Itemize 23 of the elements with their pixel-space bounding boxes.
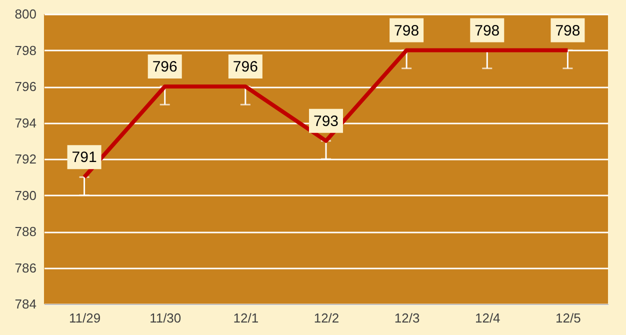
x-tick-label: 12/2 [314, 310, 340, 326]
x-tick-label: 12/1 [233, 310, 259, 326]
data-label: 798 [474, 22, 500, 40]
y-tick-label: 790 [14, 188, 36, 203]
y-tick-label: 784 [14, 296, 36, 312]
y-tick-label: 792 [14, 152, 36, 166]
y-tick-label: 786 [14, 260, 36, 276]
data-label: 798 [555, 22, 580, 40]
x-tick-label: 12/5 [556, 310, 581, 326]
data-label: 791 [72, 149, 97, 166]
x-tick-label: 12/4 [474, 310, 500, 326]
data-label: 793 [313, 112, 339, 130]
x-tick-label: 12/3 [394, 310, 420, 326]
x-tick-label: 11/29 [68, 310, 101, 326]
x-tick-label: 11/30 [150, 310, 182, 326]
y-tick-label: 788 [14, 224, 36, 239]
y-tick-label: 798 [14, 42, 36, 58]
data-label: 796 [232, 58, 258, 76]
data-label: 796 [152, 58, 178, 76]
data-label: 798 [394, 22, 420, 40]
y-tick-label: 794 [14, 115, 36, 130]
y-tick-label: 796 [14, 79, 36, 94]
y-tick-label: 800 [14, 6, 36, 22]
